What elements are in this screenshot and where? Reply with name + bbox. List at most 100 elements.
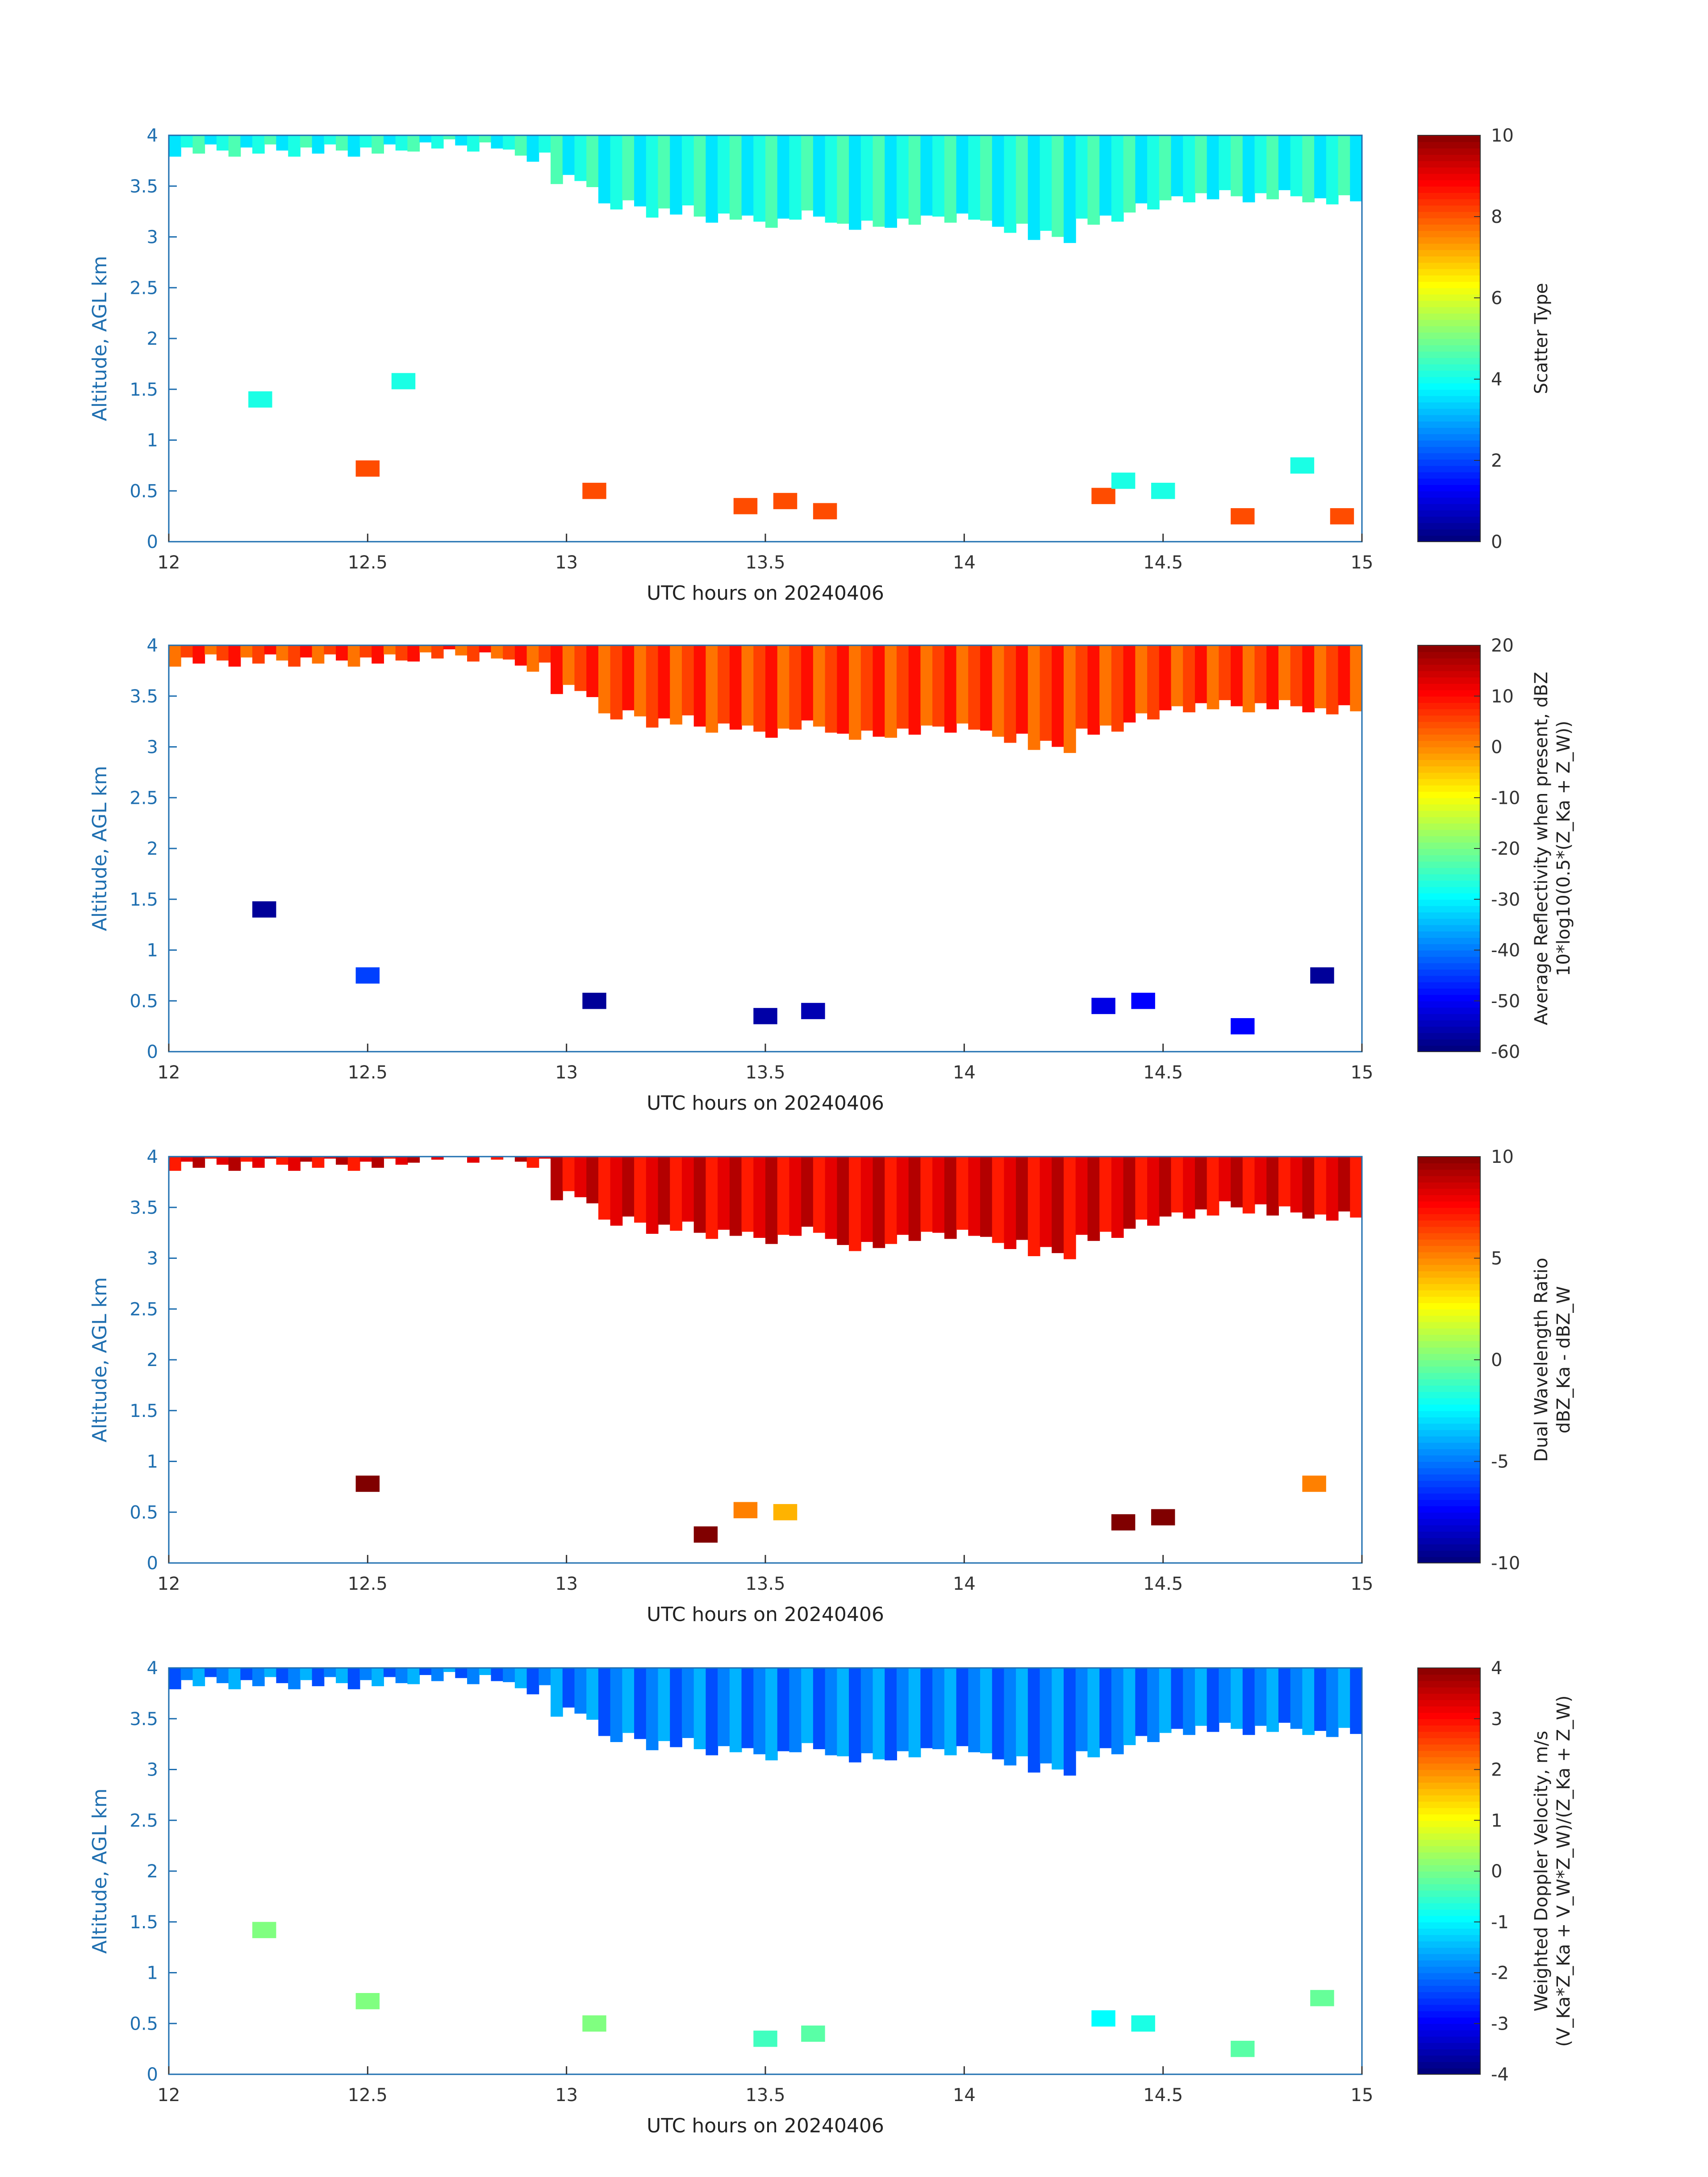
upper-layer-column <box>407 1668 420 1684</box>
upper-layer-column <box>980 135 993 221</box>
colorbar-segment <box>1418 294 1480 301</box>
upper-layer-column <box>1111 1157 1124 1238</box>
upper-layer-column <box>1087 1668 1100 1758</box>
colorbar-segment <box>1418 427 1480 435</box>
upper-layer-column <box>336 135 348 151</box>
colorbar-segment <box>1418 1846 1480 1853</box>
colorbar-segment <box>1418 1884 1480 1891</box>
upper-layer-column <box>562 135 575 175</box>
data-cell <box>252 901 276 918</box>
colorbar-segment <box>1418 306 1480 314</box>
upper-layer-column <box>873 1668 885 1759</box>
colorbar-segment <box>1418 1801 1480 1808</box>
upper-layer-column <box>372 1157 384 1168</box>
upper-layer-column <box>753 1157 766 1238</box>
colorbar-segment <box>1418 702 1480 710</box>
upper-layer-column <box>681 1157 694 1222</box>
upper-layer-column <box>586 1157 599 1203</box>
upper-layer-column <box>801 645 814 721</box>
upper-layer-column <box>896 1668 909 1751</box>
colorbar-segment <box>1418 1782 1480 1789</box>
upper-layer-column <box>1290 135 1303 196</box>
colorbar-segment <box>1418 893 1480 900</box>
colorbar-segment <box>1418 1455 1480 1462</box>
upper-layer-column <box>992 1157 1005 1243</box>
upper-layer-column <box>395 645 408 661</box>
upper-layer-column <box>240 135 253 148</box>
y-axis-label: Altitude, AGL km <box>88 766 111 931</box>
upper-layer-column <box>885 1157 897 1244</box>
y-axis-label: Altitude, AGL km <box>88 256 111 421</box>
y-tick-label: 2.5 <box>129 1810 158 1831</box>
upper-layer-column <box>526 1157 539 1168</box>
upper-layer-column <box>491 1668 504 1681</box>
upper-layer-column <box>347 1668 360 1689</box>
colorbar-segment <box>1418 192 1480 200</box>
colorbar-segment <box>1418 1379 1480 1386</box>
upper-layer-column <box>1064 1157 1076 1259</box>
colorbar-tick-label: 6 <box>1491 288 1502 309</box>
upper-layer-column <box>347 135 360 157</box>
upper-layer-column <box>658 1157 671 1225</box>
colorbar-tick-label: -1 <box>1491 1912 1509 1933</box>
upper-layer-column <box>813 1668 826 1749</box>
upper-layer-column <box>765 645 778 738</box>
colorbar-segment <box>1418 249 1480 257</box>
colorbar-segment <box>1418 1398 1480 1405</box>
upper-layer-column <box>753 1668 766 1755</box>
data-cell <box>355 1993 380 2010</box>
upper-layer-column <box>455 645 468 656</box>
upper-layer-column <box>539 1668 551 1685</box>
colorbar-segment <box>1418 1328 1480 1335</box>
upper-layer-column <box>180 1157 193 1162</box>
colorbar-segment <box>1418 180 1480 187</box>
upper-layer-column <box>1099 1668 1112 1748</box>
colorbar-segment <box>1418 1296 1480 1304</box>
upper-layer-column <box>324 1157 337 1159</box>
upper-layer-column <box>622 645 635 710</box>
upper-layer-column <box>1052 1157 1064 1254</box>
upper-layer-column <box>1052 645 1064 747</box>
colorbar-segment <box>1418 1480 1480 1488</box>
upper-layer-column <box>586 1668 599 1720</box>
x-tick-label: 14.5 <box>1143 2085 1183 2106</box>
colorbar-segment <box>1418 370 1480 377</box>
colorbar-segment <box>1418 1506 1480 1513</box>
data-cell <box>1310 1990 1334 2006</box>
colorbar-segment <box>1418 1417 1480 1424</box>
colorbar-tick-label: -5 <box>1491 1452 1509 1472</box>
y-tick-label: 2 <box>147 1350 158 1371</box>
colorbar-segment <box>1418 645 1480 652</box>
colorbar-segment <box>1418 1175 1480 1183</box>
colorbar-tick-label: -2 <box>1491 1963 1509 1984</box>
colorbar-segment <box>1418 1518 1480 1525</box>
upper-layer-column <box>1242 1668 1255 1735</box>
colorbar-segment <box>1418 747 1480 754</box>
data-cell <box>355 1475 380 1492</box>
colorbar-segment <box>1418 1757 1480 1764</box>
colorbar-segment <box>1418 924 1480 932</box>
upper-layer-column <box>706 135 718 223</box>
upper-layer-column <box>419 1668 432 1675</box>
colorbar-segment <box>1418 459 1480 466</box>
upper-layer-column <box>634 1157 647 1223</box>
upper-layer-column <box>264 135 277 145</box>
colorbar-segment <box>1418 1998 1480 2005</box>
colorbar-segment <box>1418 727 1480 735</box>
x-tick-label: 12.5 <box>348 2085 388 2106</box>
upper-layer-column <box>693 1157 706 1233</box>
upper-layer-column <box>908 135 921 225</box>
colorbar-segment <box>1418 753 1480 760</box>
colorbar-segment <box>1418 1731 1480 1738</box>
upper-layer-column <box>205 1157 217 1159</box>
colorbar-segment <box>1418 1201 1480 1208</box>
upper-layer-column <box>551 645 563 694</box>
upper-layer-column <box>586 645 599 698</box>
colorbar-segment <box>1418 1020 1480 1027</box>
colorbar-segment <box>1418 2036 1480 2043</box>
upper-layer-column <box>205 645 217 655</box>
upper-layer-column <box>896 645 909 729</box>
upper-layer-column <box>968 1157 981 1236</box>
colorbar-segment <box>1418 1953 1480 1961</box>
upper-layer-column <box>1111 645 1124 732</box>
